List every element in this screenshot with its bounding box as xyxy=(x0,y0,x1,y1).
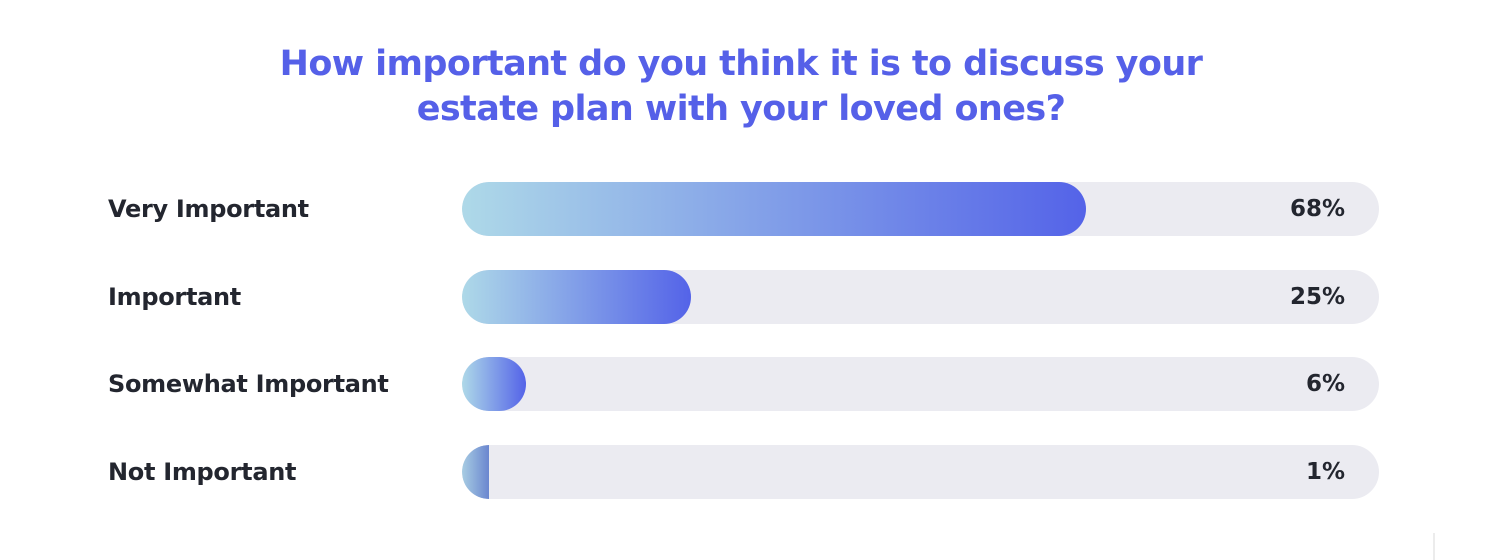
bar-row: Not Important 1% xyxy=(0,444,1492,499)
category-label: Important xyxy=(108,282,241,311)
chart-title-line-2: estate plan with your loved ones? xyxy=(416,89,1066,129)
bar-track xyxy=(462,357,1379,411)
bar xyxy=(462,269,692,324)
chart-title: How important do you think it is to disc… xyxy=(0,42,1482,132)
value-label: 1% xyxy=(1305,458,1345,485)
bar-row: Very Important 68% xyxy=(0,182,1492,236)
category-label: Somewhat Important xyxy=(108,370,389,398)
category-label: Very Important xyxy=(108,195,309,223)
bar xyxy=(462,357,526,411)
value-label: 6% xyxy=(1305,371,1345,397)
value-label: 25% xyxy=(1289,283,1345,310)
chart-title-line-1: How important do you think it is to disc… xyxy=(279,44,1203,84)
bar-row: Somewhat Important 6% xyxy=(0,357,1492,411)
bar-row: Important 25% xyxy=(0,269,1492,324)
category-label: Not Important xyxy=(108,457,297,486)
edge-divider xyxy=(1433,533,1435,560)
bar-track xyxy=(462,444,1379,499)
bar xyxy=(462,182,1086,236)
value-label: 68% xyxy=(1289,196,1345,222)
bar xyxy=(462,444,489,499)
bar-track xyxy=(462,182,1379,236)
bar-track xyxy=(462,269,1379,324)
